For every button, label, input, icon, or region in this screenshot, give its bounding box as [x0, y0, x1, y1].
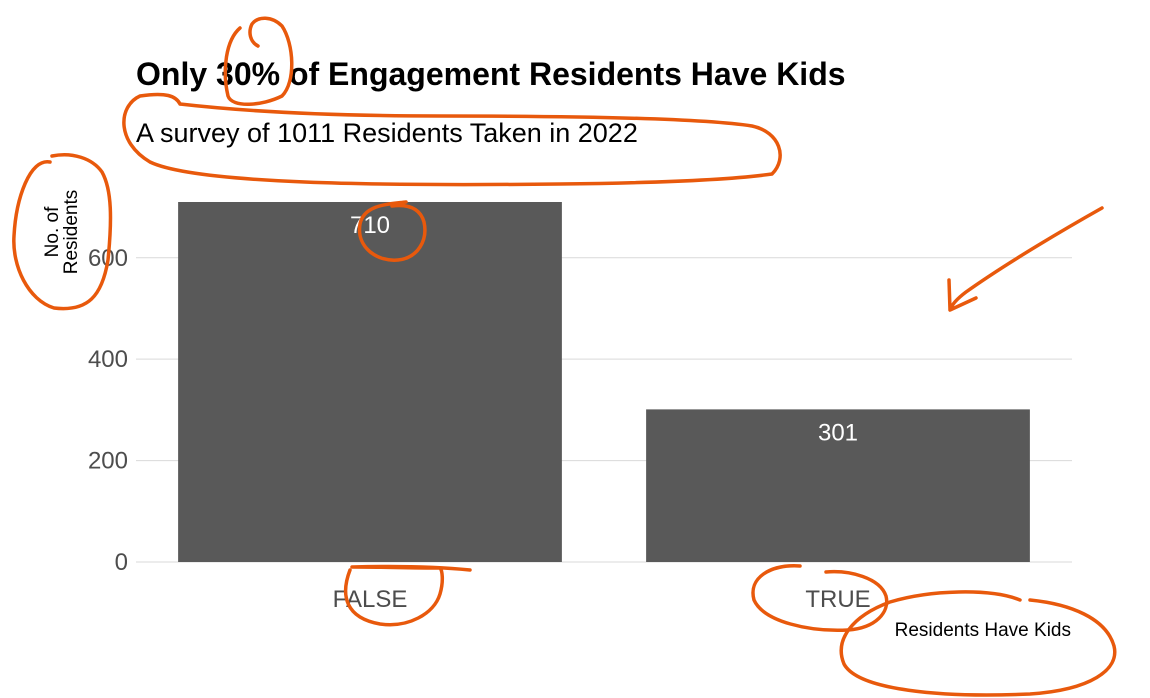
bars: 710 301 — [178, 202, 1030, 562]
x-tick-label: TRUE — [805, 586, 870, 613]
bar-data-label: 710 — [350, 212, 390, 239]
bar-true — [646, 409, 1030, 562]
y-axis-title-line-2: Residents — [61, 190, 82, 275]
x-axis-ticks: FALSE TRUE — [333, 586, 871, 613]
hand-drawn-annotations — [12, 16, 1117, 697]
y-tick-label: 200 — [88, 448, 128, 475]
x-tick-label: FALSE — [333, 586, 408, 613]
x-axis-title: Residents Have Kids — [895, 620, 1071, 641]
chart-title: Only 30% of Engagement Residents Have Ki… — [136, 56, 846, 92]
annotation-loop-subtitle-icon — [122, 92, 782, 187]
annotation-loop-y-axis-title-icon — [12, 153, 113, 311]
annotation-circle-percent-icon — [223, 16, 294, 106]
y-axis-title-line-1: No. of — [42, 206, 63, 257]
annotation-arrow-icon — [947, 206, 1104, 312]
y-tick-label: 0 — [115, 549, 128, 576]
y-tick-label: 400 — [88, 346, 128, 373]
bar-false — [178, 202, 562, 562]
bar-data-label: 301 — [818, 419, 858, 446]
y-axis-title: No. of Residents — [42, 190, 82, 275]
annotation-loop-x-axis-title-icon — [839, 590, 1117, 697]
chart-subtitle: A survey of 1011 Residents Taken in 2022 — [136, 118, 638, 148]
annotation-circle-false-tick-icon — [343, 564, 472, 627]
annotation-circle-label-710-icon — [357, 200, 427, 262]
